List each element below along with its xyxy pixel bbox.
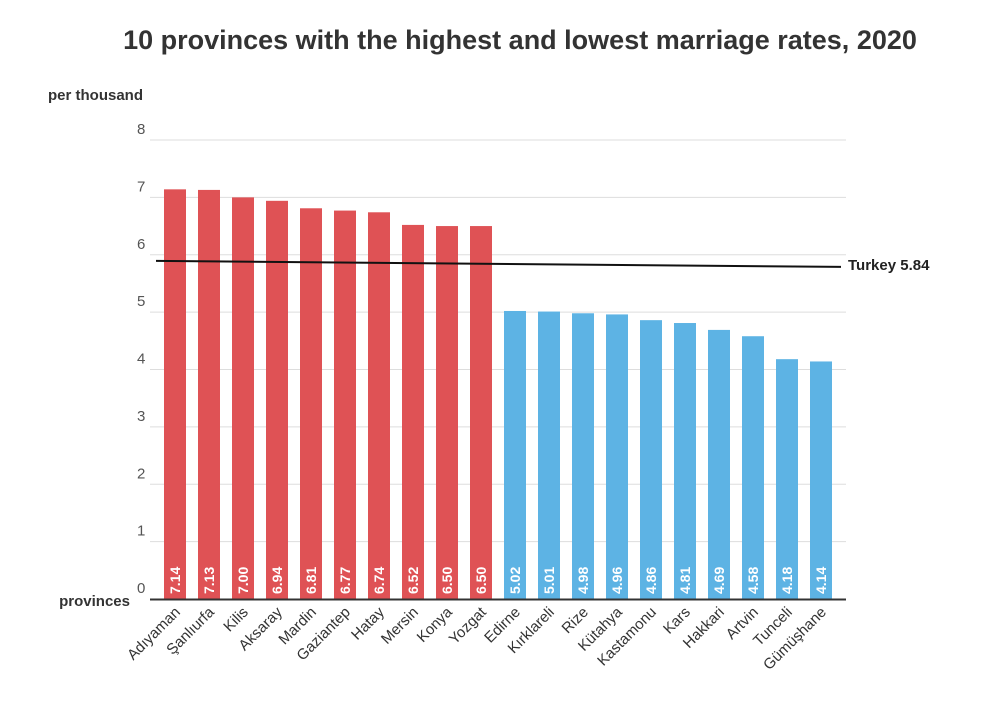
value-label: 6.50 [473, 567, 489, 594]
y-tick-label: 0 [137, 580, 145, 597]
bar [232, 197, 254, 599]
turkey-average-label: Turkey 5.84 [848, 257, 930, 274]
value-label: 6.50 [439, 567, 455, 594]
bar [436, 226, 458, 599]
bar [504, 310, 526, 599]
bar [674, 323, 696, 599]
bars [164, 189, 832, 600]
y-tick-label: 2 [137, 465, 145, 482]
y-tick-label: 6 [137, 236, 145, 253]
bar [810, 361, 832, 599]
value-label: 6.81 [303, 567, 319, 594]
value-label: 5.02 [507, 567, 523, 594]
y-tick-label: 3 [137, 408, 145, 425]
bar [198, 189, 220, 599]
bar [164, 189, 186, 599]
value-label: 4.58 [745, 567, 761, 594]
value-label: 4.81 [677, 567, 693, 594]
bar [266, 200, 288, 599]
y-tick-label: 1 [137, 523, 145, 540]
value-label: 7.14 [167, 567, 183, 594]
bar [538, 311, 560, 599]
value-label: 4.18 [779, 567, 795, 594]
category-label: Mersin [378, 604, 422, 648]
category-label: Yozgat [446, 603, 491, 648]
y-axis-label: per thousand [48, 87, 143, 104]
y-tick-labels: 0 1 2 3 4 5 6 7 8 [137, 121, 145, 597]
value-label: 4.69 [711, 567, 727, 594]
y-tick-label: 8 [137, 121, 145, 138]
bar [776, 359, 798, 599]
bar [334, 210, 356, 600]
value-label: 6.52 [405, 567, 421, 594]
chart-title: 10 provinces with the highest and lowest… [123, 25, 917, 55]
value-label: 6.74 [371, 567, 387, 594]
gridlines [150, 139, 846, 543]
turkey-average-line [155, 259, 842, 268]
bar [708, 329, 730, 599]
value-labels: 7.14 7.13 7.00 6.94 6.81 6.77 6.74 6.52 6.50 6.50… [167, 567, 829, 594]
bar [368, 212, 390, 600]
value-label: 7.00 [235, 567, 251, 594]
x-axis-label: provinces [59, 593, 130, 610]
value-label: 6.94 [269, 567, 285, 594]
bar [742, 336, 764, 599]
value-label: 4.14 [813, 567, 829, 594]
value-label: 5.01 [541, 567, 557, 594]
y-tick-label: 7 [137, 178, 145, 195]
value-label: 7.13 [201, 567, 217, 594]
bar [470, 226, 492, 599]
y-tick-label: 5 [137, 293, 145, 310]
bar [606, 314, 628, 599]
value-label: 4.96 [609, 567, 625, 594]
y-tick-label: 4 [137, 351, 145, 368]
value-label: 4.86 [643, 567, 659, 594]
bar [300, 208, 322, 599]
bar [572, 313, 594, 599]
value-label: 6.77 [337, 567, 353, 594]
bar [640, 320, 662, 599]
bar [402, 224, 424, 600]
value-label: 4.98 [575, 567, 591, 594]
